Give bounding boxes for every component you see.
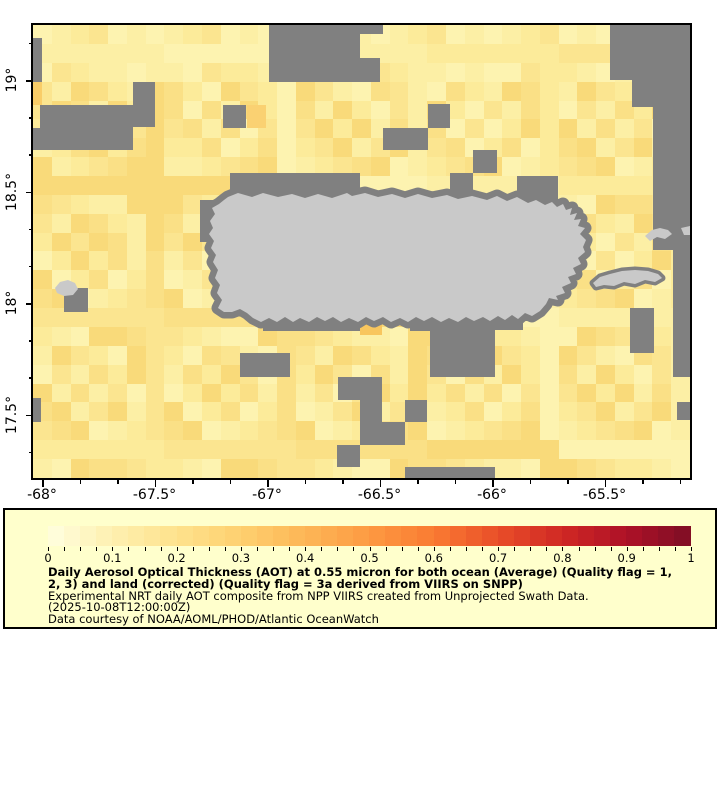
latitude-axis: 19° 18.5° 18° 17.5° — [0, 25, 33, 478]
legend-panel: 0 0.1 0.2 0.3 0.4 0.5 0.6 0.7 0.8 0.9 1 Daily Aero… — [3, 508, 717, 629]
caption-subtitle: Experimental NRT daily AOT composite fro… — [48, 588, 589, 603]
puerto-rico-island — [209, 193, 586, 322]
longitude-axis: -68° -67.5° -67° -66.5° -66° -65.5° — [27, 480, 690, 504]
caption-timestamp: (2025-10-08T12:00:00Z) — [48, 600, 191, 615]
aot-colorbar — [48, 526, 691, 546]
colorbar-tick-labels: 0 0.1 0.2 0.3 0.4 0.5 0.6 0.7 0.8 0.9 1 — [44, 551, 695, 565]
vieques-island — [593, 270, 662, 287]
map-plot-area — [31, 23, 692, 480]
colorbar-ticks — [48, 547, 692, 552]
caption-block: Daily Aerosol Optical Thickness (AOT) at… — [48, 565, 698, 627]
landmass-layer — [55, 186, 690, 329]
caption-title-line2: 2, 3) and land (corrected) (Quality flag… — [48, 576, 523, 591]
caption-credit: Data courtesy of NOAA/AOML/PHOD/Atlantic… — [48, 612, 379, 627]
caption-title-line1: Daily Aerosol Optical Thickness (AOT) at… — [48, 565, 672, 579]
mona-island — [55, 280, 78, 296]
st-thomas-sliver — [681, 226, 690, 235]
culebra-island — [645, 228, 672, 241]
